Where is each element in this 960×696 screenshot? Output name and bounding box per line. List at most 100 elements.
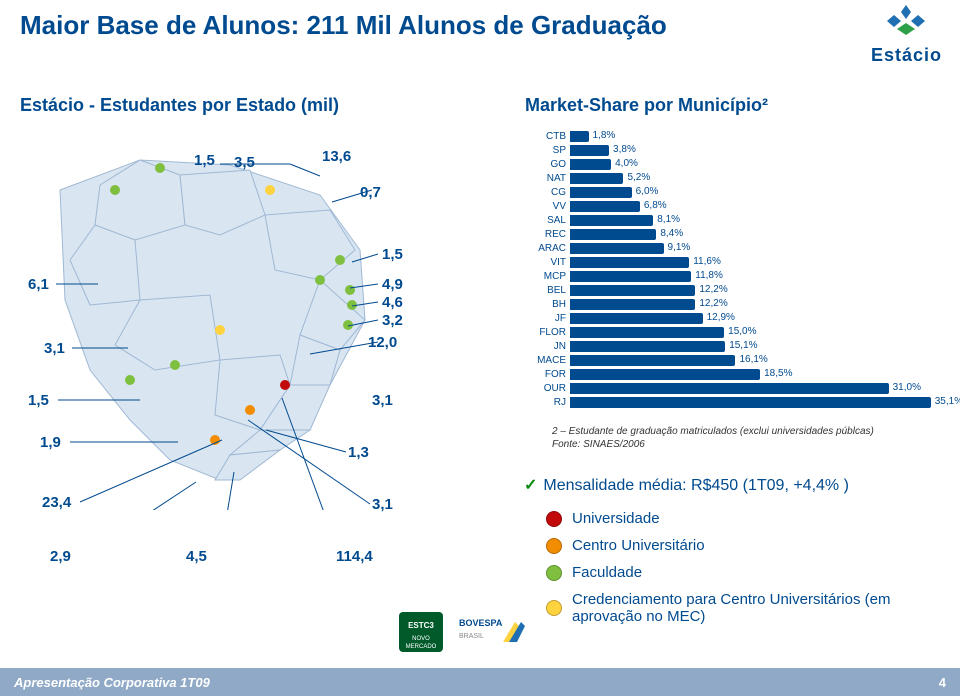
bar-category: VIT: [520, 257, 570, 268]
bar-category: REC: [520, 229, 570, 240]
bar-row: VIT 11,6%: [520, 256, 940, 269]
bar-value-label: 12,2%: [699, 284, 727, 295]
bar-row: BEL 12,2%: [520, 284, 940, 297]
legend-row: Faculdade: [546, 564, 932, 581]
page-title: Maior Base de Alunos: 211 Mil Alunos de …: [20, 10, 667, 41]
map-value-label: 1,5: [382, 246, 403, 263]
map-value-label: 23,4: [42, 494, 71, 511]
bar-value-label: 16,1%: [739, 354, 767, 365]
map-value-label: 114,4: [336, 548, 373, 565]
bar-category: MCP: [520, 271, 570, 282]
svg-text:MERCADO: MERCADO: [406, 644, 437, 650]
map-value-label: 1,5: [194, 152, 215, 169]
bar-category: BEL: [520, 285, 570, 296]
subtitle-right: Market-Share por Município²: [525, 95, 768, 116]
map-value-label: 3,1: [44, 340, 65, 357]
bar-category: FOR: [520, 369, 570, 380]
bar-value-label: 11,6%: [693, 256, 721, 267]
page-number: 4: [939, 675, 946, 690]
bar-category: NAT: [520, 173, 570, 184]
bar-value-label: 9,1%: [668, 242, 691, 253]
map-value-label: 1,3: [348, 444, 369, 461]
map-value-label: 3,1: [372, 392, 393, 409]
bar-category: BH: [520, 299, 570, 310]
map-value-label: 13,6: [322, 148, 351, 165]
bar-category: JN: [520, 341, 570, 352]
footer-left: Apresentação Corporativa 1T09: [14, 675, 210, 690]
map-value-label: 3,5: [234, 154, 255, 171]
bar-row: BH 12,2%: [520, 298, 940, 311]
bar-row: NAT5,2%: [520, 172, 940, 185]
bar-category: OUR: [520, 383, 570, 394]
legend-dot: [546, 565, 562, 581]
bar-row: MACE 16,1%: [520, 354, 940, 367]
bar-row: ARAC 9,1%: [520, 242, 940, 255]
bar-row: OUR 31,0%: [520, 382, 940, 395]
svg-text:BOVESPA: BOVESPA: [459, 618, 503, 628]
bar-row: REC 8,4%: [520, 228, 940, 241]
map-value-label: 6,1: [28, 276, 49, 293]
bar-row: FOR 18,5%: [520, 368, 940, 381]
map-value-label: 2,9: [50, 548, 71, 565]
bar-row: CTB 1,8%: [520, 130, 940, 143]
bar-value-label: 8,1%: [657, 214, 680, 225]
bar-value-label: 31,0%: [893, 382, 921, 393]
bar-row: RJ35,1%: [520, 396, 940, 409]
map-value-label: 4,6: [382, 294, 403, 311]
legend-dot: [546, 511, 562, 527]
svg-text:BRASIL: BRASIL: [459, 633, 484, 640]
bar-value-label: 12,9%: [707, 312, 735, 323]
legend-label: Centro Universitário: [572, 537, 705, 554]
bar-row: SP 3,8%: [520, 144, 940, 157]
legend-label: Faculdade: [572, 564, 642, 581]
bar-value-label: 3,8%: [613, 144, 636, 155]
bar-value-label: 15,1%: [729, 340, 757, 351]
bar-value-label: 1,8%: [593, 130, 616, 141]
bar-category: MACE: [520, 355, 570, 366]
bar-row: CG6,0%: [520, 186, 940, 199]
bar-category: VV: [520, 201, 570, 212]
bar-value-label: 15,0%: [728, 326, 756, 337]
brand-name: Estácio: [871, 45, 942, 66]
map-value-label: 1,5: [28, 392, 49, 409]
bar-category: JF: [520, 313, 570, 324]
map-value-label: 4,5: [186, 548, 207, 565]
map-value-label: 3,1: [372, 496, 393, 513]
legend-dot: [546, 600, 562, 616]
bar-value-label: 35,1%: [935, 396, 960, 407]
bar-value-label: 18,5%: [764, 368, 792, 379]
bar-row: FLOR 15,0%: [520, 326, 940, 339]
chart-footnote: 2 – Estudante de graduação matriculados …: [552, 425, 874, 451]
bar-category: SAL: [520, 215, 570, 226]
map-area: 1,53,513,60,71,54,94,63,212,06,13,11,53,…: [20, 130, 500, 560]
bar-category: FLOR: [520, 327, 570, 338]
bar-row: GO 4,0%: [520, 158, 940, 171]
bar-category: CTB: [520, 131, 570, 142]
bar-category: SP: [520, 145, 570, 156]
footer-bar: Apresentação Corporativa 1T09 4: [0, 668, 960, 696]
market-badges: ESTC3NOVOMERCADO BOVESPABRASIL: [395, 608, 537, 656]
bar-category: GO: [520, 159, 570, 170]
map-value-label: 1,9: [40, 434, 61, 451]
map-value-label: 3,2: [382, 312, 403, 329]
legend-row: Centro Universitário: [546, 537, 932, 554]
bar-value-label: 12,2%: [699, 298, 727, 309]
legend-row: Universidade: [546, 510, 932, 527]
brazil-map-icon: [20, 130, 390, 510]
bar-value-label: 11,8%: [695, 270, 723, 281]
bar-row: VV6,8%: [520, 200, 940, 213]
bar-row: JN 15,1%: [520, 340, 940, 353]
bar-value-label: 8,4%: [660, 228, 683, 239]
bar-category: RJ: [520, 397, 570, 408]
bar-row: SAL 8,1%: [520, 214, 940, 227]
svg-text:NOVO: NOVO: [412, 636, 430, 642]
legend-row: Credenciamento para Centro Universitário…: [546, 591, 932, 625]
bar-row: JF 12,9%: [520, 312, 940, 325]
subtitle-left: Estácio - Estudantes por Estado (mil): [20, 95, 339, 116]
bar-chart: CTB1,8%SP3,8%GO4,0%NAT5,2%CG6,0%VV6,8%SA…: [520, 130, 940, 410]
bar-category: ARAC: [520, 243, 570, 254]
brand-logo: Estácio: [871, 5, 942, 66]
legend: Universidade Centro Universitário Faculdad…: [546, 510, 932, 635]
bar-value-label: 4,0%: [615, 158, 638, 169]
bar-category: CG: [520, 187, 570, 198]
